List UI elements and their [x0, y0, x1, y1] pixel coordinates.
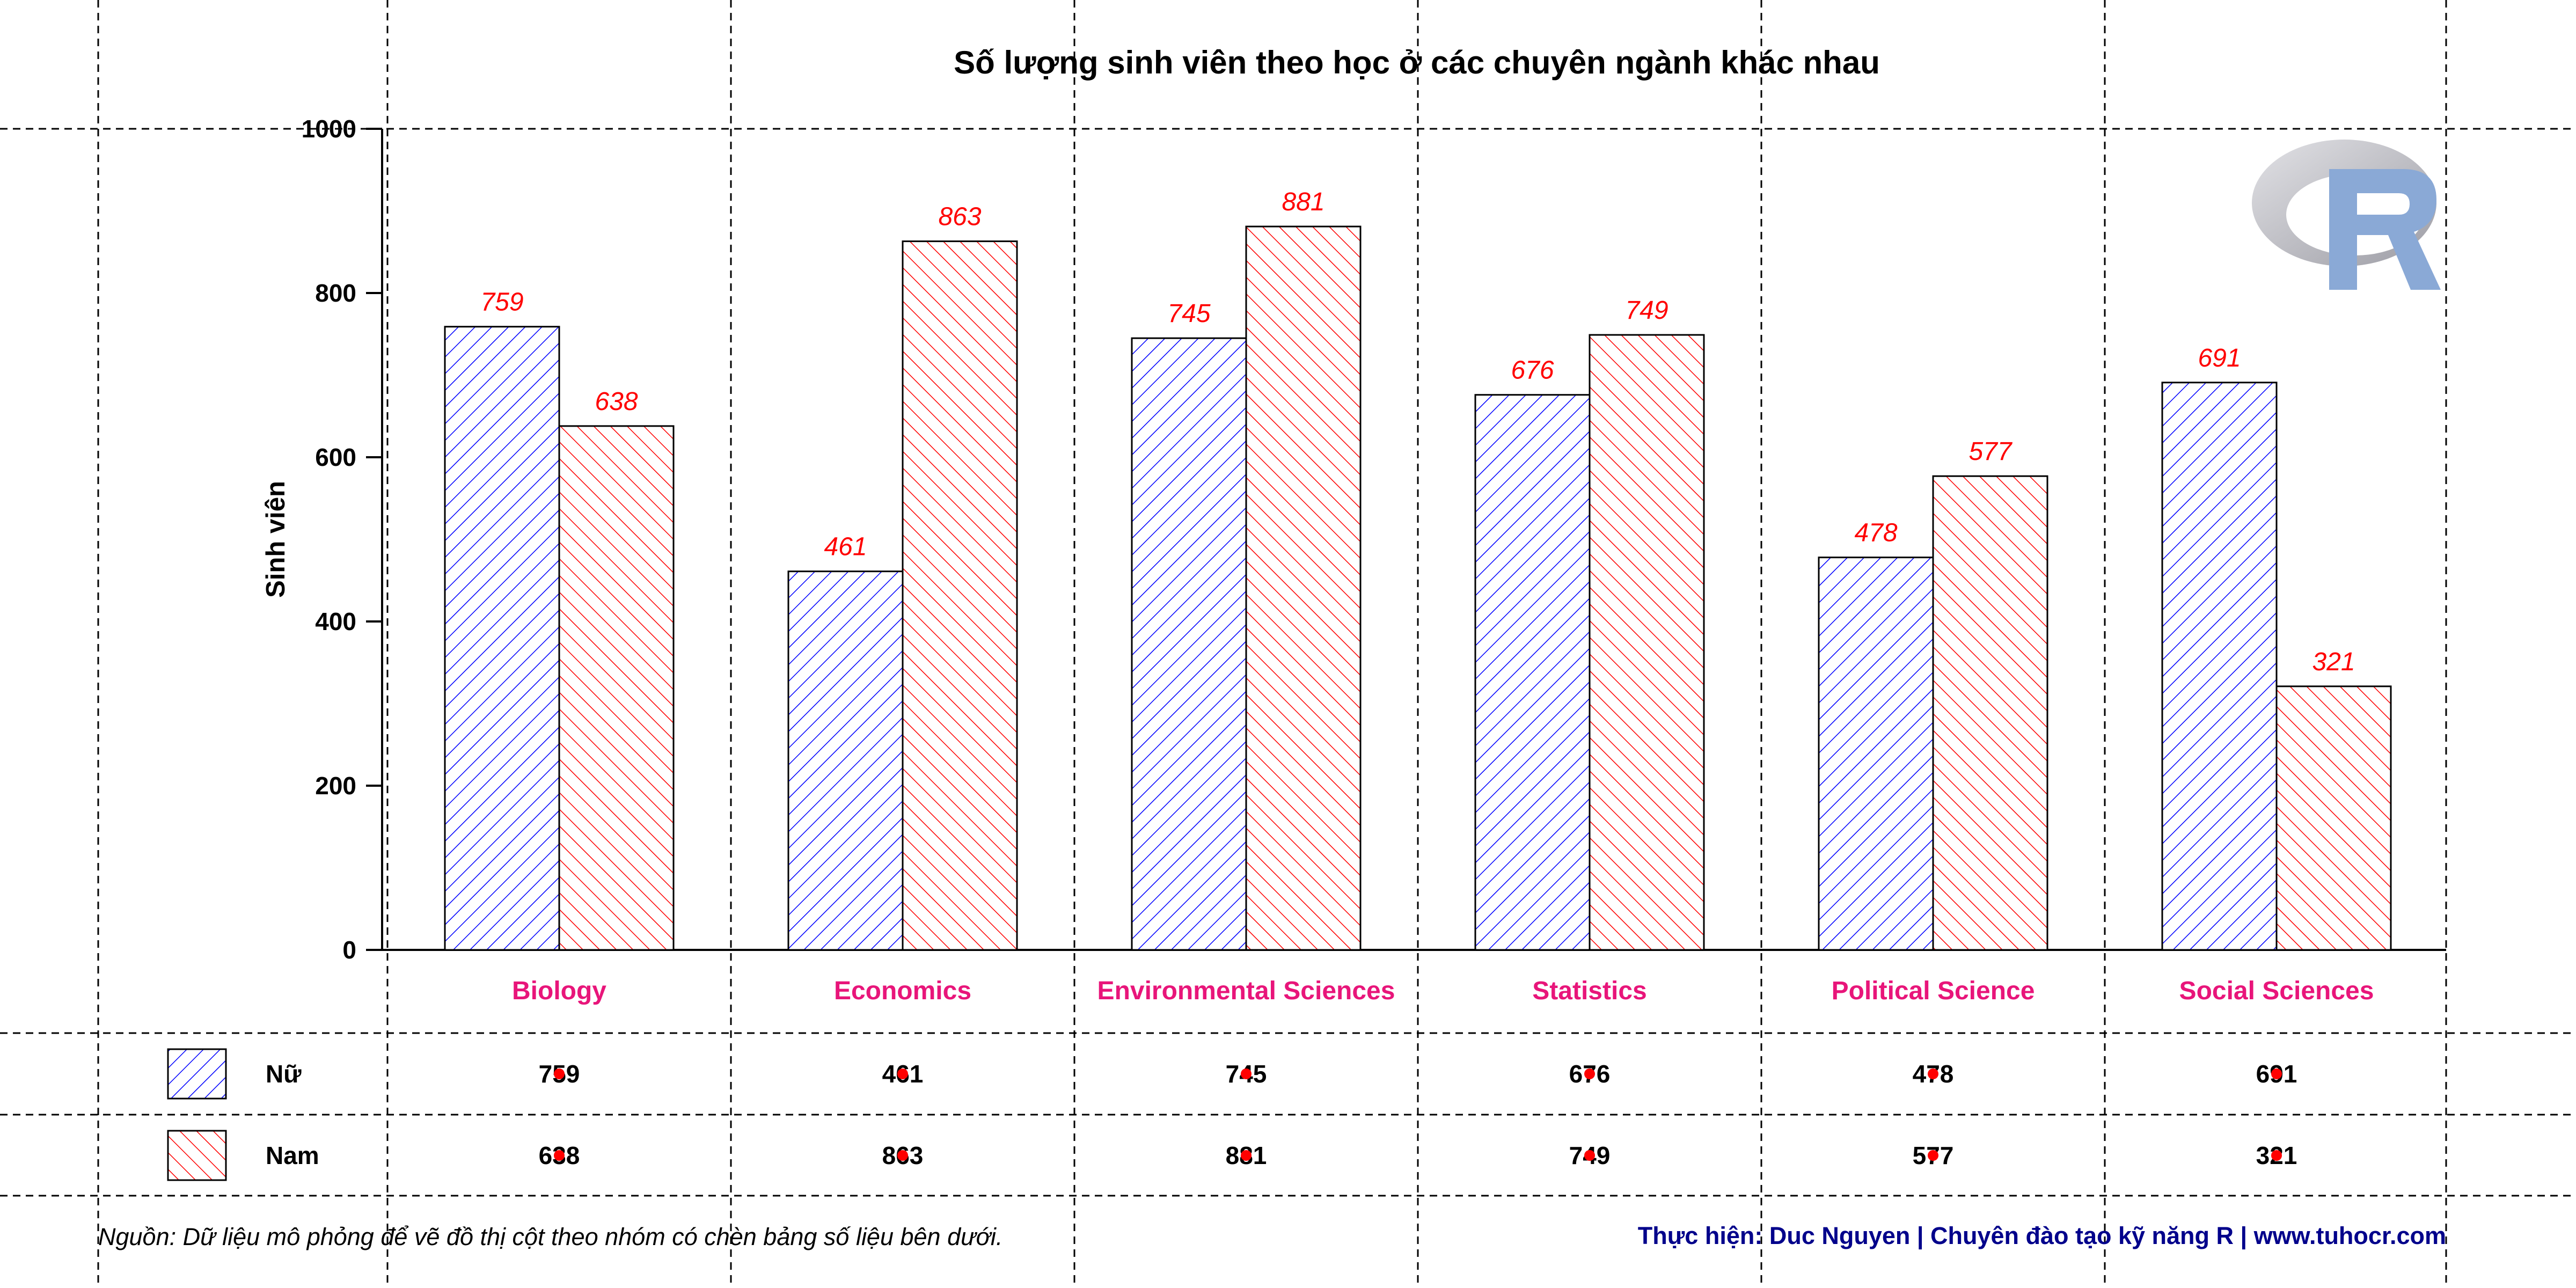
bar-value-label: 676 [1511, 356, 1554, 385]
bar-value-label: 749 [1625, 296, 1668, 325]
legend-swatch [167, 1130, 227, 1181]
author-credit: Thực hiện: Duc Nguyen | Chuyên đào tạo k… [1638, 1222, 2446, 1250]
y-tick-label: 800 [315, 279, 356, 307]
bar [1932, 475, 2048, 951]
category-label: Social Sciences [2179, 977, 2374, 1005]
table-cell-marker [1928, 1150, 1938, 1161]
bar [1245, 225, 1362, 951]
category-label: Biology [512, 977, 606, 1005]
bar [2161, 382, 2278, 951]
data-table: Nữ759461745676478691Nam63886388174957732… [167, 1048, 2297, 1181]
bar [1131, 337, 1247, 951]
category-labels: Biology Economics Environmental Sciences St… [512, 977, 2374, 1005]
bar-value-label: 321 [2312, 648, 2355, 676]
r-logo-icon [2252, 140, 2441, 290]
y-tick-label: 200 [315, 772, 356, 800]
bar [1589, 334, 1705, 951]
bar-value-label: 881 [1282, 188, 1324, 216]
table-cell-marker [554, 1150, 565, 1161]
legend-label: Nam [266, 1141, 319, 1169]
value-labels: 759 638 461 863 745 881 676 749 478 577 691 321 [480, 188, 2355, 676]
bar-value-label: 759 [480, 288, 523, 317]
y-axis: 0 200 400 600 800 1000 [302, 115, 2446, 964]
category-label: Economics [834, 977, 971, 1005]
category-label: Environmental Sciences [1097, 977, 1395, 1005]
bars [444, 225, 2392, 951]
category-label: Political Science [1832, 977, 2035, 1005]
table-cell-marker [897, 1069, 908, 1079]
bar [558, 425, 675, 951]
y-tick-label: 0 [342, 936, 356, 964]
table-cell-marker [2271, 1150, 2282, 1161]
legend-swatch [167, 1048, 227, 1100]
table-cell-marker [1241, 1150, 1252, 1161]
bar [787, 570, 904, 951]
table-cell-marker [1928, 1069, 1938, 1079]
y-tick-label: 600 [315, 443, 356, 471]
bar [444, 326, 560, 951]
category-label: Statistics [1532, 977, 1646, 1005]
table-cell-marker [1241, 1069, 1252, 1079]
bar-value-label: 478 [1854, 519, 1897, 547]
bar-value-label: 691 [2198, 344, 2241, 372]
bar-value-label: 638 [595, 387, 638, 416]
bar-value-label: 745 [1167, 299, 1210, 328]
bar [2275, 685, 2392, 951]
bar [1474, 394, 1591, 951]
table-cell-marker [554, 1069, 565, 1079]
table-cell-marker [1584, 1069, 1595, 1079]
bar-value-label: 461 [824, 533, 867, 561]
y-axis-label: Sinh viên [261, 481, 290, 598]
y-tick-label: 400 [315, 608, 356, 635]
bar-value-label: 863 [938, 203, 981, 231]
legend-label: Nữ [266, 1060, 302, 1088]
source-note: Nguồn: Dữ liệu mô phỏng để vẽ đồ thị cột… [98, 1223, 1002, 1250]
table-cell-marker [897, 1150, 908, 1161]
table-cell-marker [1584, 1150, 1595, 1161]
y-tick-label: 1000 [302, 115, 356, 143]
bar [1818, 557, 1934, 951]
table-cell-marker [2271, 1069, 2282, 1079]
bar [902, 240, 1018, 951]
chart-title: Số lượng sinh viên theo học ở các chuyên… [954, 45, 1880, 80]
bar-value-label: 577 [1968, 437, 2012, 466]
